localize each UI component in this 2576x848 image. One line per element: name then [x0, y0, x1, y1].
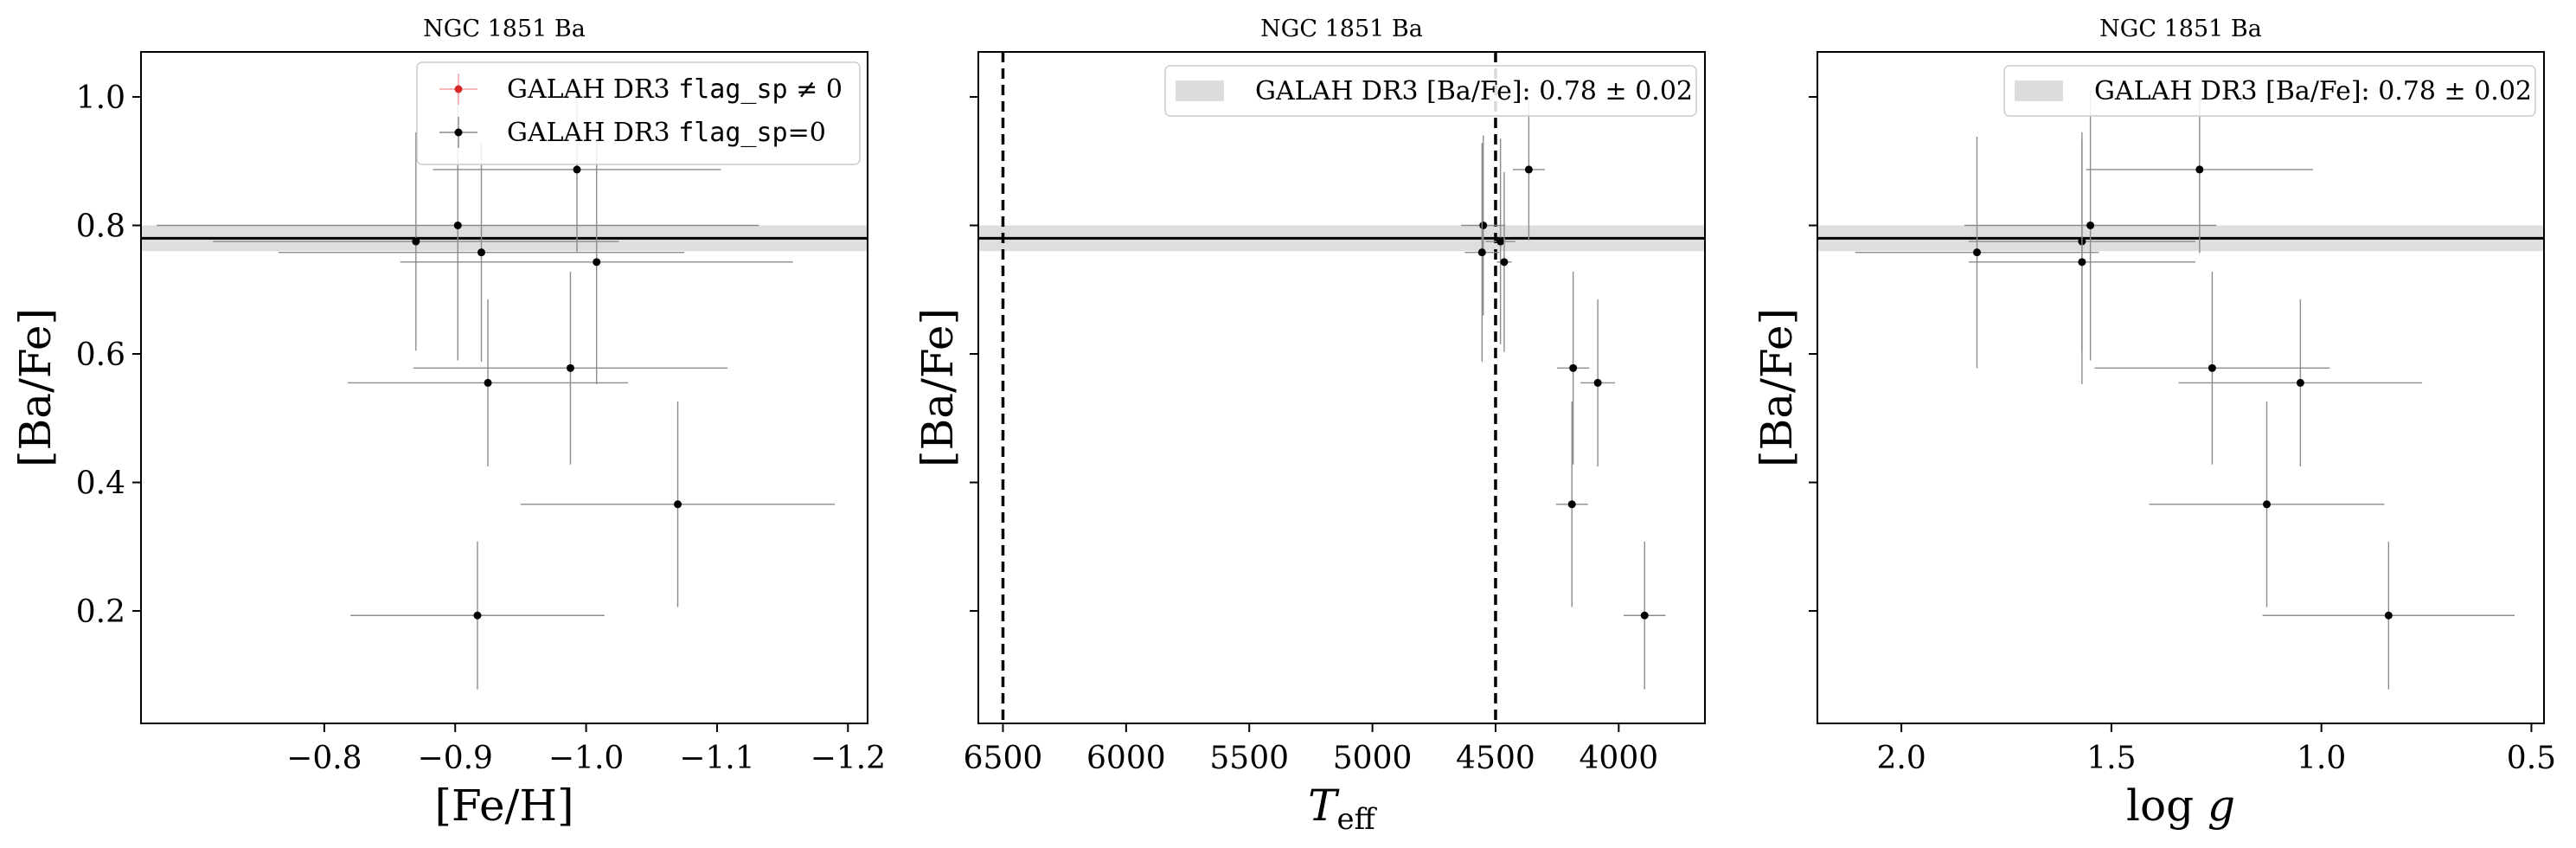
- data-point: [1477, 248, 1486, 257]
- plot-area: [141, 86, 868, 690]
- x-tick-label: −1.0: [548, 741, 624, 776]
- x-tick-label: −0.9: [418, 741, 493, 776]
- chart-panel-2: 6500 6000 5500 5000 4500 4000 NGC 1851 Ba Teff […: [913, 16, 1706, 837]
- legend-label: GALAH DR3 [Ba/Fe]: 0.78 ± 0.02: [2094, 76, 2532, 106]
- x-tick-label: 1.0: [2297, 741, 2346, 776]
- x-tick-label: −1.1: [679, 741, 754, 776]
- legend-box: [1164, 65, 1697, 117]
- plot-area: [978, 52, 1705, 723]
- data-point: [1569, 363, 1578, 372]
- data-point: [1593, 378, 1602, 387]
- data-point: [473, 611, 482, 620]
- legend: GALAH DR3 [Ba/Fe]: 0.78 ± 0.02: [2003, 65, 2536, 117]
- x-axis-label: [Fe/H]: [434, 781, 574, 831]
- axes-frame: [140, 51, 868, 724]
- data-point: [2208, 363, 2216, 372]
- data-point: [573, 165, 581, 174]
- data-point: [2384, 611, 2393, 620]
- data-point: [2078, 258, 2086, 267]
- x-tick-label: 5500: [1209, 741, 1289, 776]
- data-point: [566, 363, 574, 372]
- data-point: [484, 378, 492, 387]
- data-point: [2296, 378, 2304, 387]
- data-point: [453, 221, 462, 229]
- chart-title: NGC 1851 Ba: [423, 16, 586, 42]
- y-axis-label: [Ba/Fe]: [10, 308, 61, 467]
- data-point: [2263, 500, 2272, 509]
- data-point: [593, 258, 601, 267]
- legend-patch: [1176, 80, 1224, 101]
- data-point: [1500, 258, 1509, 267]
- legend-patch: [2015, 80, 2063, 101]
- x-tick-label: 5000: [1333, 741, 1413, 776]
- legend-label: GALAH DR3 flag_sp=0: [507, 118, 826, 148]
- axes-frame: [977, 51, 1706, 724]
- legend-marker: [454, 128, 463, 137]
- chart-title: NGC 1851 Ba: [2099, 16, 2262, 42]
- chart-panel-1: −0.8 −0.9 −1.0 −1.1 −1.2 0.2 0.4 0.6 0.8 1.0 NGC 1…: [10, 16, 886, 831]
- data-point: [1524, 165, 1533, 174]
- x-tick-label: −1.2: [811, 741, 886, 776]
- data-point: [2195, 165, 2204, 174]
- x-tick-label: 6500: [964, 741, 1043, 776]
- axes-frame: [1817, 51, 2545, 724]
- data-point: [1479, 221, 1488, 229]
- x-axis-label: log g: [2126, 781, 2235, 831]
- x-axis-label: Teff: [1308, 781, 1377, 837]
- y-axis-label: [Ba/Fe]: [913, 308, 963, 467]
- data-point: [1640, 611, 1649, 620]
- data-point: [674, 500, 682, 509]
- y-tick-label: 1.0: [76, 80, 125, 116]
- y-tick-label: 0.6: [76, 337, 125, 373]
- x-tick-label: 1.5: [2086, 741, 2136, 776]
- legend-label: GALAH DR3 flag_sp ≠ 0: [507, 74, 843, 105]
- x-tick-label: 2.0: [1876, 741, 1926, 776]
- x-tick-label: 4500: [1456, 741, 1535, 776]
- x-tick-label: 6000: [1086, 741, 1166, 776]
- data-point: [412, 237, 420, 246]
- x-tick-label: 4000: [1580, 741, 1659, 776]
- legend-box: [2003, 65, 2536, 117]
- data-point: [2086, 221, 2095, 229]
- legend: GALAH DR3 [Ba/Fe]: 0.78 ± 0.02: [1164, 65, 1697, 117]
- x-tick-label: −0.8: [286, 741, 362, 776]
- data-point: [477, 248, 486, 257]
- legend-box: [416, 61, 861, 165]
- x-tick-label: 0.5: [2507, 741, 2556, 776]
- data-point: [1567, 500, 1576, 509]
- chart-panel-3: 2.0 1.5 1.0 0.5 NGC 1851 Ba log g [Ba/Fe] GALAH…: [1752, 16, 2556, 831]
- y-tick-label: 0.4: [76, 466, 125, 502]
- y-axis-label: [Ba/Fe]: [1752, 308, 1802, 467]
- legend-label: GALAH DR3 [Ba/Fe]: 0.78 ± 0.02: [1255, 76, 1693, 106]
- y-tick-label: 0.2: [76, 594, 125, 630]
- data-point: [1496, 237, 1505, 246]
- chart-title: NGC 1851 Ba: [1260, 16, 1423, 42]
- plot-area: [1817, 86, 2544, 690]
- data-point: [1973, 248, 1982, 257]
- y-tick-label: 0.8: [76, 209, 125, 244]
- legend-marker: [454, 85, 463, 93]
- legend: GALAH DR3 flag_sp ≠ 0 GALAH DR3 flag_sp=0: [416, 61, 861, 165]
